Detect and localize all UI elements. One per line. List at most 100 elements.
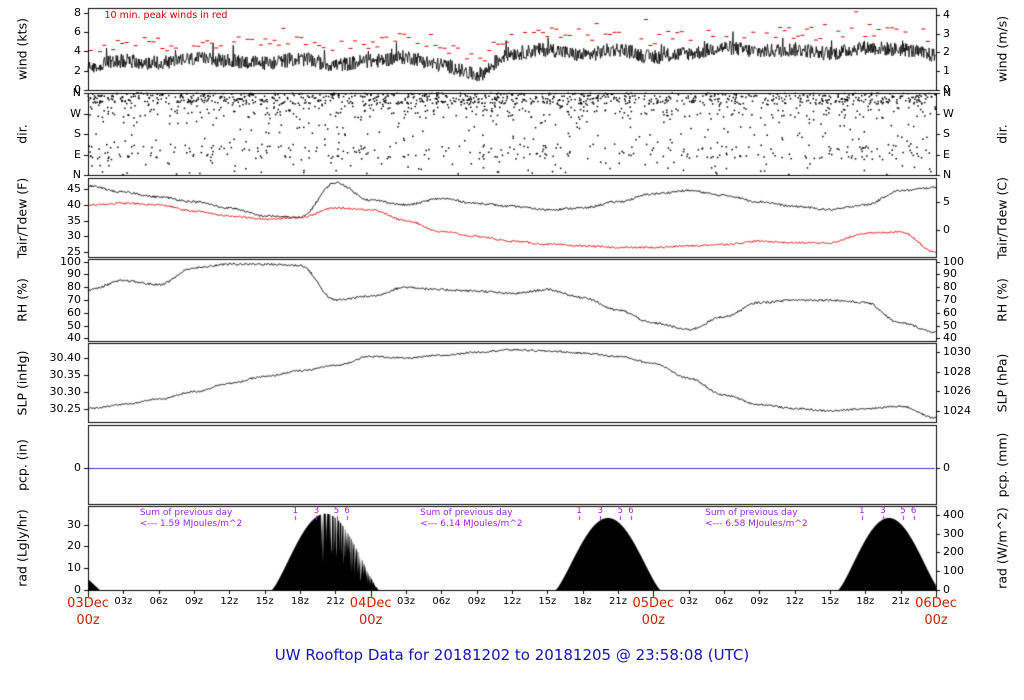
ytick-label-right-tair: 0 bbox=[943, 223, 950, 236]
ytick-label-left-tair: 45 bbox=[67, 182, 81, 195]
y-axis-label-left-dir: dir. bbox=[14, 124, 30, 144]
ytick-label-left-dir: N bbox=[72, 168, 81, 181]
annotation-daily-sum-line2: <--- 6.14 MJoules/m^2 bbox=[420, 519, 523, 529]
annotation-daily-sum-line1: Sum of previous day bbox=[139, 508, 233, 518]
ytick-label-left-rh: 40 bbox=[67, 331, 81, 344]
y-axis-label-left-pcp: pcp. (in) bbox=[14, 438, 30, 491]
solar-hour-mark: 5 bbox=[333, 506, 340, 516]
ytick-label-left-wind: 4 bbox=[74, 44, 81, 57]
xtick-hour-label: 06z bbox=[715, 596, 733, 607]
ytick-label-right-rh: 40 bbox=[943, 331, 957, 344]
ytick-label-right-rad: 0 bbox=[943, 583, 950, 596]
solar-hour-mark: 3 bbox=[880, 506, 886, 516]
ytick-label-left-rad: 30 bbox=[67, 518, 81, 531]
xtick-hour-label: 09z bbox=[750, 596, 769, 607]
ytick-label-right-dir: E bbox=[943, 148, 950, 161]
ytick-label-right-dir: N bbox=[943, 168, 952, 181]
x-date-label: 05Dec bbox=[632, 596, 675, 611]
ytick-label-left-dir: N bbox=[72, 86, 81, 99]
ytick-label-left-rh: 50 bbox=[67, 319, 81, 332]
ytick-label-left-dir: W bbox=[70, 107, 81, 120]
ytick-label-right-wind: 4 bbox=[943, 8, 950, 21]
ytick-label-right-dir: W bbox=[943, 107, 954, 120]
ytick-label-left-dir: E bbox=[74, 148, 81, 161]
xtick-hour-label: 18z bbox=[291, 596, 309, 607]
xtick-hour-label: 18z bbox=[573, 596, 592, 607]
ytick-label-left-rh: 70 bbox=[67, 293, 81, 306]
ytick-label-left-dir: S bbox=[74, 127, 81, 140]
ytick-label-left-rad: 20 bbox=[67, 539, 81, 552]
ytick-label-right-wind: 1 bbox=[943, 64, 950, 77]
y-axis-label-right-tair: Tair/Tdew (C) bbox=[994, 176, 1010, 259]
x-date-time-label: 00z bbox=[924, 613, 948, 628]
xtick-hour-label: 03z bbox=[114, 596, 133, 607]
y-axis-label-right-dir: dir. bbox=[994, 124, 1010, 144]
ytick-label-left-slp: 30.30 bbox=[49, 385, 82, 398]
ytick-label-left-tair: 35 bbox=[67, 214, 81, 227]
xtick-hour-label: 03z bbox=[397, 596, 415, 607]
ytick-label-left-slp: 30.35 bbox=[49, 368, 82, 381]
y-axis-label-right-rh: RH (%) bbox=[994, 278, 1010, 322]
ytick-label-right-rh: 90 bbox=[943, 267, 957, 280]
ytick-label-left-tair: 40 bbox=[67, 198, 81, 211]
xtick-hour-label: 15z bbox=[255, 596, 274, 607]
annotation-daily-sum-line1: Sum of previous day bbox=[420, 508, 513, 518]
ytick-label-right-wind: 0 bbox=[943, 83, 950, 96]
xtick-hour-label: 18z bbox=[856, 596, 875, 607]
xtick-hour-label: 15z bbox=[821, 596, 839, 607]
y-axis-label-right-pcp: pcp. (mm) bbox=[994, 432, 1010, 497]
x-date-time-label: 00z bbox=[76, 613, 100, 628]
xtick-hour-label: 03z bbox=[679, 596, 698, 607]
x-date-label: 03Dec bbox=[67, 596, 109, 611]
annotation-daily-sum-line2: <--- 1.59 MJoules/m^2 bbox=[139, 519, 243, 529]
solar-hour-mark: 1 bbox=[859, 506, 865, 516]
ytick-label-right-rh: 80 bbox=[943, 280, 957, 293]
x-date-time-label: 00z bbox=[358, 613, 383, 628]
xtick-hour-label: 15z bbox=[538, 596, 557, 607]
y-axis-label-right-slp: SLP (hPa) bbox=[994, 353, 1010, 412]
solar-hour-mark: 3 bbox=[597, 506, 604, 516]
ytick-label-right-slp: 1024 bbox=[943, 404, 971, 417]
solar-hour-mark: 5 bbox=[617, 506, 624, 516]
solar-hour-mark: 1 bbox=[292, 506, 298, 516]
y-axis-label-right-wind: wind (m/s) bbox=[994, 15, 1010, 83]
xtick-hour-label: 12z bbox=[220, 596, 239, 607]
y-axis-label-left-rad: rad (Lgly/hr) bbox=[14, 509, 30, 587]
ytick-label-right-tair: 5 bbox=[943, 195, 950, 208]
xtick-hour-label: 06z bbox=[149, 596, 168, 607]
ytick-label-left-wind: 2 bbox=[74, 64, 81, 77]
ytick-label-right-rad: 200 bbox=[943, 545, 964, 558]
x-date-label: 06Dec bbox=[915, 596, 957, 611]
xtick-hour-label: 09z bbox=[467, 596, 486, 607]
ytick-label-left-tair: 25 bbox=[67, 245, 81, 258]
ytick-label-left-slp: 30.40 bbox=[49, 351, 82, 364]
solar-hour-mark: 5 bbox=[900, 506, 906, 516]
ytick-label-right-rh: 100 bbox=[943, 255, 964, 268]
ytick-label-left-rh: 90 bbox=[67, 267, 81, 280]
ytick-label-left-rh: 60 bbox=[67, 306, 81, 319]
ytick-label-right-slp: 1030 bbox=[943, 345, 971, 358]
ytick-label-left-rh: 80 bbox=[67, 280, 81, 293]
xtick-hour-label: 12z bbox=[503, 596, 521, 607]
ytick-label-left-slp: 30.25 bbox=[49, 402, 82, 415]
solar-hour-mark: 6 bbox=[910, 506, 917, 516]
ytick-label-right-dir: N bbox=[943, 86, 952, 99]
ytick-label-left-pcp: 0 bbox=[74, 461, 81, 474]
ytick-label-right-wind: 3 bbox=[943, 27, 950, 40]
ytick-label-right-rad: 300 bbox=[943, 527, 964, 540]
ytick-label-right-dir: S bbox=[943, 127, 950, 140]
ytick-label-left-wind: 8 bbox=[74, 6, 81, 19]
ytick-label-right-rad: 100 bbox=[943, 564, 964, 577]
chart-title: UW Rooftop Data for 20181202 to 20181205… bbox=[274, 646, 750, 664]
ytick-label-right-rh: 70 bbox=[943, 293, 957, 306]
ytick-label-left-rh: 100 bbox=[60, 255, 81, 268]
solar-hour-mark: 6 bbox=[344, 506, 350, 516]
solar-hour-mark: 3 bbox=[313, 506, 320, 516]
xtick-hour-label: 12z bbox=[785, 596, 804, 607]
xtick-hour-label: 21z bbox=[326, 596, 345, 607]
ytick-label-left-wind: 0 bbox=[74, 83, 81, 96]
y-axis-label-left-rh: RH (%) bbox=[14, 278, 30, 322]
xtick-hour-label: 21z bbox=[609, 596, 627, 607]
ytick-label-right-rad: 400 bbox=[943, 508, 964, 521]
